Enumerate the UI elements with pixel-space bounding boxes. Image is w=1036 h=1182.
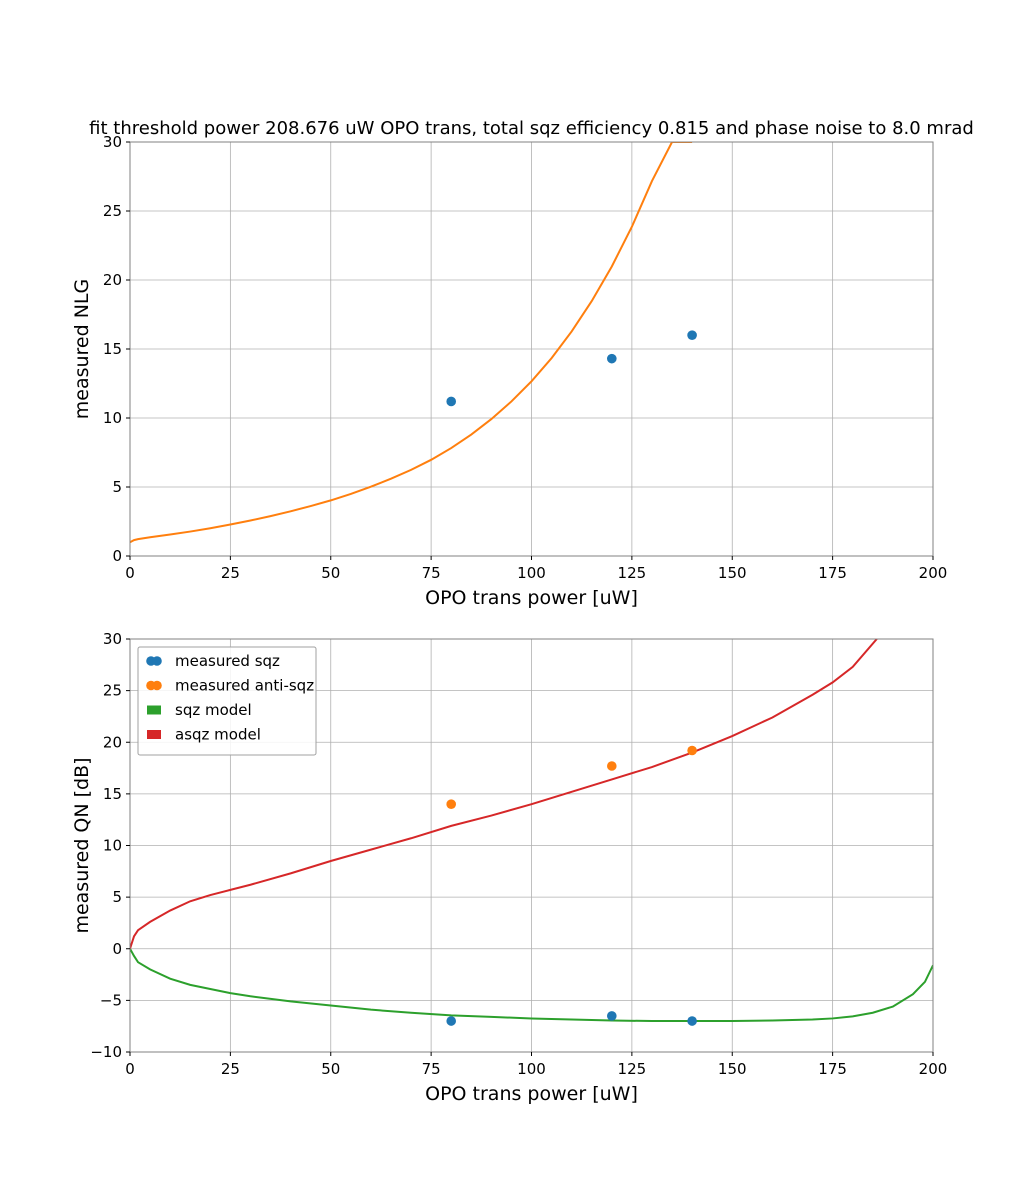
y-tick-label: 15	[103, 785, 122, 803]
x-tick-label: 150	[718, 1060, 747, 1078]
legend-label: measured anti-sqz	[175, 677, 314, 695]
y-tick-label: 25	[103, 682, 122, 700]
legend-label: measured sqz	[175, 652, 280, 670]
plot-area	[130, 142, 697, 544]
y-tick-label: 20	[103, 733, 122, 751]
y-tick-label: 0	[112, 940, 122, 958]
legend-marker	[152, 656, 162, 666]
data-point	[687, 1016, 697, 1026]
legend-label: sqz model	[175, 701, 252, 719]
x-tick-label: 25	[221, 1060, 240, 1078]
data-point	[446, 799, 457, 809]
series-line	[130, 948, 933, 1023]
data-point	[687, 330, 697, 341]
x-tick-label: 175	[818, 564, 847, 582]
x-axis-label: OPO trans power [uW]	[425, 587, 638, 609]
y-tick-label: 10	[103, 409, 122, 427]
legend-box	[137, 646, 317, 756]
series-line	[130, 142, 693, 544]
legend-patch	[147, 705, 161, 715]
data-point	[446, 1016, 457, 1026]
y-tick-label: −10	[90, 1043, 122, 1061]
plot-area	[130, 639, 933, 1026]
legend-label: asqz model	[175, 726, 261, 744]
x-tick-label: 100	[517, 564, 546, 582]
x-tick-label: 200	[919, 1060, 948, 1078]
chart-2: 0 25 50 75 100 125 150 175 200 −10 −5 0 5 10 15 20 25 30 O…	[71, 630, 947, 1105]
x-tick-label: 0	[125, 1060, 135, 1078]
data-point	[607, 761, 617, 771]
y-tick-label: 30	[103, 630, 122, 648]
chart-title: fit threshold power 208.676 uW OPO trans…	[89, 118, 974, 139]
y-tick-label: 5	[112, 888, 122, 906]
x-tick-label: 125	[618, 564, 647, 582]
series-line	[130, 639, 878, 950]
y-tick-label: 10	[103, 837, 122, 855]
x-axis-label: OPO trans power [uW]	[425, 1083, 638, 1105]
legend: measured sqz measured anti-sqz sqz model as…	[137, 646, 317, 756]
x-tick-label: 150	[718, 564, 747, 582]
data-point	[607, 353, 617, 364]
x-tick-label: 125	[618, 1060, 647, 1078]
x-tick-label: 175	[818, 1060, 847, 1078]
y-axis-label: measured QN [dB]	[71, 757, 93, 933]
x-tick-label: 50	[321, 564, 340, 582]
chart-1: 0 25 50 75 100 125 150 175 200 0 5 10 15 20 25 30 OPO tr…	[71, 118, 974, 609]
x-tick-label: 0	[125, 564, 135, 582]
legend-patch	[147, 730, 161, 739]
y-tick-label: 20	[103, 271, 122, 289]
y-tick-label: 15	[103, 340, 122, 358]
x-tick-label: 75	[422, 1060, 441, 1078]
data-point	[607, 1011, 617, 1021]
data-point	[687, 745, 697, 756]
x-tick-label: 100	[517, 1060, 546, 1078]
y-tick-label: 30	[103, 133, 122, 151]
y-axis-label: measured NLG	[71, 279, 93, 420]
x-tick-label: 25	[221, 564, 240, 582]
x-tick-label: 200	[919, 564, 948, 582]
y-tick-label: 0	[112, 547, 122, 565]
y-tick-label: 25	[103, 202, 122, 220]
y-tick-label: 5	[112, 478, 122, 496]
legend-marker	[152, 680, 162, 691]
x-tick-label: 75	[422, 564, 441, 582]
x-tick-label: 50	[321, 1060, 340, 1078]
data-point	[446, 396, 457, 407]
y-tick-label: −5	[100, 991, 122, 1009]
